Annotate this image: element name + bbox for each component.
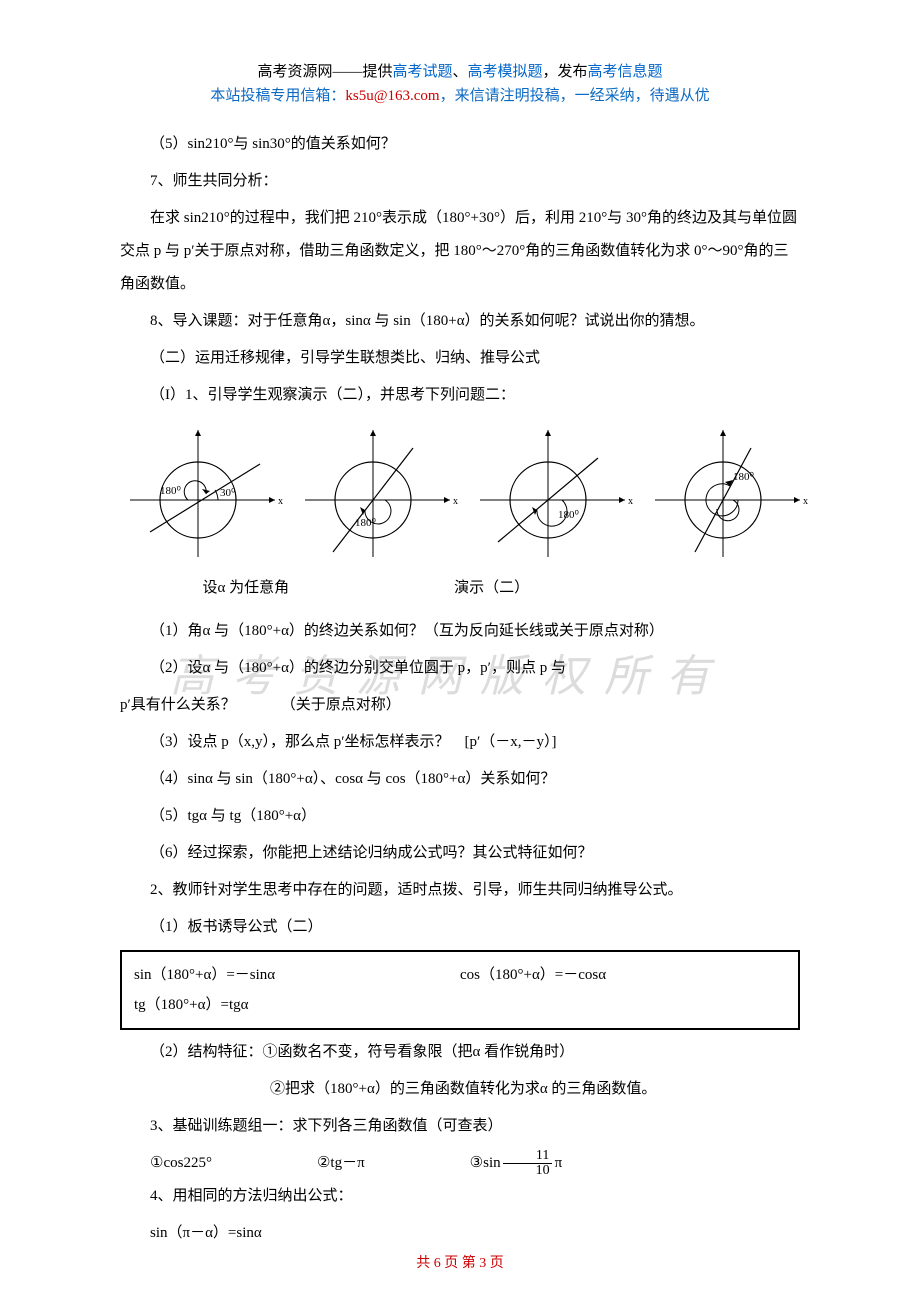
angle-label-180: 180⁰ — [160, 485, 182, 497]
page-footer: 共 6 页 第 3 页 — [0, 1252, 920, 1272]
main-content: （5）sin210°与 sin30°的值关系如何？ 7、师生共同分析： 在求 s… — [120, 128, 800, 1250]
exercise-3: ③sin1110π — [440, 1147, 563, 1180]
angle-label-180: 180⁰ — [733, 471, 755, 483]
caption-left: 设α 为任意角 — [203, 572, 290, 605]
paragraph: 在求 sin210°的过程中，我们把 210°表示成（180°+30°）后，利用… — [120, 202, 800, 301]
diagram-row: 30⁰ 180⁰ x 180⁰ x — [120, 422, 800, 562]
diagram-caption-row: 设α 为任意角 演示（二） — [120, 572, 800, 605]
header-line2-suffix: ，来信请注明投稿，一经采纳，待遇从优 — [440, 88, 710, 104]
header-sep: 、 — [452, 64, 467, 80]
axis-x-label: x — [453, 496, 458, 507]
paragraph: 4、用相同的方法归纳出公式： — [120, 1180, 800, 1213]
header-line2-prefix: 本站投稿专用信箱： — [210, 88, 345, 104]
paragraph: 2、教师针对学生思考中存在的问题，适时点拨、引导，师生共同归纳推导公式。 — [120, 874, 800, 907]
header-line-1: 高考资源网——提供高考试题、高考模拟题，发布高考信息题 — [120, 60, 800, 84]
fraction-denominator: 10 — [503, 1164, 553, 1178]
formula-tg: tg（180°+α）=tgα — [134, 990, 786, 1020]
exercise-row: ①cos225° ②tg－π ③sin1110π — [120, 1147, 800, 1180]
paragraph: sin（π－α）=sinα — [120, 1217, 800, 1250]
header-mid: ，发布 — [543, 64, 588, 80]
header-link-2[interactable]: 高考模拟题 — [468, 64, 543, 80]
formula-sin: sin（180°+α）=－sinα — [134, 960, 460, 990]
exercise-3-suffix: π — [555, 1155, 563, 1171]
header-prefix: 高考资源网——提供 — [257, 64, 392, 80]
fraction-numerator: 11 — [503, 1149, 552, 1164]
axis-x-label: x — [803, 496, 808, 507]
axis-x-label: x — [278, 496, 283, 507]
paragraph: （2）结构特征：①函数名不变，符号看象限（把α 看作锐角时） — [120, 1036, 800, 1069]
formula-box: sin（180°+α）=－sinα cos（180°+α）=－cosα tg（1… — [120, 950, 800, 1030]
paragraph: 3、基础训练题组一：求下列各三角函数值（可查表） — [120, 1110, 800, 1143]
header-email[interactable]: ks5u@163.com — [345, 88, 439, 104]
unit-circle-diagram-4: 180⁰ x — [645, 422, 810, 562]
header-link-3[interactable]: 高考信息题 — [588, 64, 663, 80]
question-2b-left: p′具有什么关系？ — [120, 689, 236, 722]
angle-label-180: 180⁰ — [558, 509, 580, 521]
question-4: （4）sinα 与 sin（180°+α）、cosα 与 cos（180°+α）… — [120, 763, 800, 796]
fraction: 1110 — [503, 1149, 553, 1178]
exercise-3-prefix: ③sin — [470, 1155, 501, 1171]
paragraph: 8、导入课题：对于任意角α，sinα 与 sin（180+α）的关系如何呢？试说… — [120, 305, 800, 338]
paragraph: （1）板书诱导公式（二） — [120, 911, 800, 944]
unit-circle-diagram-3: 180⁰ x — [470, 422, 635, 562]
angle-label-180: 180⁰ — [355, 517, 377, 529]
exercise-1: ①cos225° — [120, 1147, 212, 1180]
paragraph: （5）sin210°与 sin30°的值关系如何？ — [120, 128, 800, 161]
header-link-1[interactable]: 高考试题 — [392, 64, 452, 80]
paragraph: ②把求（180°+α）的三角函数值转化为求α 的三角函数值。 — [120, 1073, 800, 1106]
paragraph: （I）1、引导学生观察演示（二），并思考下列问题二： — [120, 379, 800, 412]
caption-right: 演示（二） — [454, 572, 529, 605]
question-1: （1）角α 与（180°+α）的终边关系如何？（互为反向延长线或关于原点对称） — [120, 615, 800, 648]
header-line-2: 本站投稿专用信箱：ks5u@163.com，来信请注明投稿，一经采纳，待遇从优 — [120, 84, 800, 108]
question-2a: （2）设α 与（180°+α）的终边分别交单位圆于 p，p′，则点 p 与 — [120, 652, 800, 685]
unit-circle-diagram-1: 30⁰ 180⁰ x — [120, 422, 285, 562]
formula-cos: cos（180°+α）=－cosα — [460, 960, 606, 990]
question-6: （6）经过探索，你能把上述结论归纳成公式吗？其公式特征如何？ — [120, 837, 800, 870]
question-2b: p′具有什么关系？ （关于原点对称） — [120, 689, 800, 722]
angle-label-30: 30⁰ — [220, 487, 236, 499]
axis-x-label: x — [628, 496, 633, 507]
exercise-2: ②tg－π — [287, 1147, 365, 1180]
unit-circle-diagram-2: 180⁰ x — [295, 422, 460, 562]
paragraph: （二）运用迁移规律，引导学生联想类比、归纳、推导公式 — [120, 342, 800, 375]
question-5: （5）tgα 与 tg（180°+α） — [120, 800, 800, 833]
question-3: （3）设点 p（x,y），那么点 p′坐标怎样表示？ [p′（－x,－y）] — [120, 726, 800, 759]
question-2b-right: （关于原点对称） — [281, 689, 401, 722]
paragraph: 7、师生共同分析： — [120, 165, 800, 198]
